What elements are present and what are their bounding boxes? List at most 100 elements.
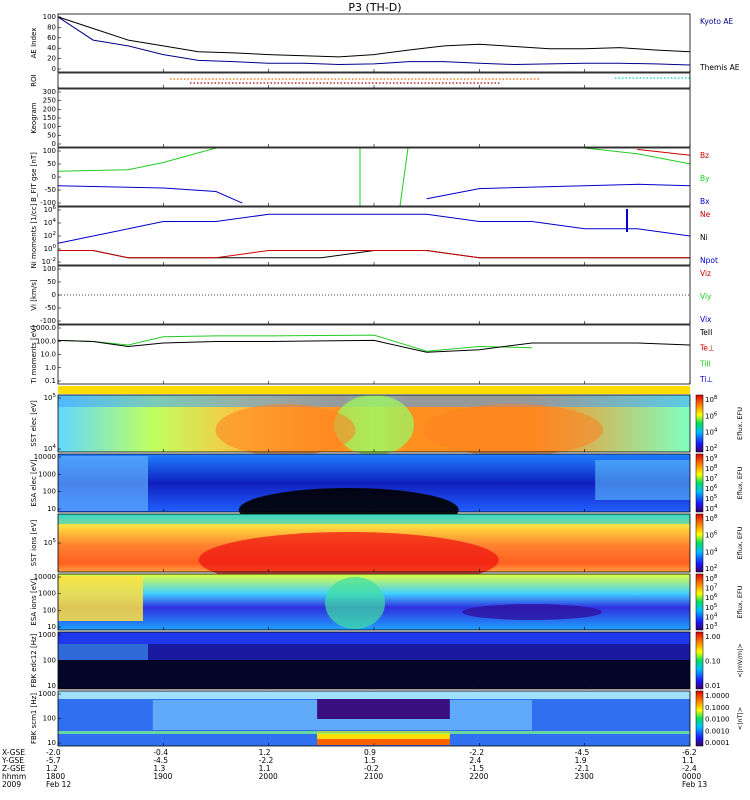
panel-tick-bfit: -50 <box>45 186 56 194</box>
spectrogram-layer <box>58 386 690 746</box>
panel-frame-ni <box>57 206 691 266</box>
x-col-value: -4.5 <box>153 756 168 765</box>
sst-elec-orange-left <box>215 404 356 456</box>
panel-tick-ae: 0 <box>52 65 56 73</box>
x-row-label: 2009 <box>2 780 21 789</box>
series-ni <box>58 250 690 259</box>
colorbar-cb_sst_e <box>695 394 704 453</box>
panel-tick-ti: 10.0 <box>40 351 56 359</box>
colorbar-tick: 106 <box>705 593 718 602</box>
colorbar-tick: 106 <box>705 411 718 420</box>
legend-ni-1: Ni <box>700 233 708 242</box>
esa-elec-late-cyan <box>595 460 690 500</box>
panel-tick-ae: 20 <box>47 55 56 63</box>
x-col-value: 2000 <box>259 772 278 781</box>
panel-tick-esa_e: 10 <box>47 505 56 513</box>
fbk-elec-black-low <box>58 660 690 689</box>
fbk-mag-green-line <box>58 731 690 734</box>
legend-ti-2: TiII <box>699 359 711 368</box>
panel-tick-sst_e: 105 <box>44 393 57 402</box>
colorbar-label-cb_fbk_e: <|mV/m|> <box>736 643 744 678</box>
x-row-label: Z-GSE <box>2 764 26 773</box>
fbk-elec-top-band <box>58 632 690 644</box>
panel-ylabel-esa_e: ESA elec [eV] <box>30 459 38 506</box>
series-bx <box>57 183 691 204</box>
legend-vi-0: Viz <box>700 269 711 278</box>
colorbar-tick: 102 <box>705 444 717 453</box>
sst-ions-top-band <box>58 514 690 524</box>
fbk-elec-early-band <box>58 644 148 660</box>
panel-tick-ni: 104 <box>44 218 57 227</box>
colorbar-label-cb_sst_i: Eflux, EFU <box>736 526 744 559</box>
panel-ylabel-fbk_e: FBK edc12 [Hz] <box>30 633 38 687</box>
x-col-value: -5.7 <box>46 756 61 765</box>
panel-ylabel-fbk_b: FBK scm1 [Hz] <box>30 693 38 744</box>
colorbar-tick: 108 <box>705 514 718 523</box>
panel-tick-keogram: 50 <box>47 131 56 139</box>
x-col-value: 1.3 <box>153 764 165 773</box>
panel-tick-ti: 0.1 <box>45 377 56 385</box>
panel-tick-esa_i: 10 <box>47 623 56 631</box>
panel-tick-fbk_b: 1000 <box>38 690 56 698</box>
x-row-label: hhmm <box>2 772 26 781</box>
panel-ylabel-esa_i: ESA ions [eV] <box>30 578 38 625</box>
colorbar-tick: 1.00 <box>705 633 721 641</box>
colorbar-tick: 108 <box>705 395 718 404</box>
panel-tick-ti: 1000.0 <box>32 324 57 332</box>
colorbar-cb_fbk_b <box>695 690 704 747</box>
panel-tick-ae: 40 <box>47 44 56 52</box>
legend-bfit-2: Bx <box>700 197 710 206</box>
x-col-value: 2300 <box>575 772 594 781</box>
panel-frame-ti <box>57 324 691 385</box>
panel-tick-bfit: 100 <box>43 147 56 155</box>
panel-ylabel-ti: Ti moments [eV] <box>30 325 38 384</box>
panel-tick-bfit: 0 <box>52 173 56 181</box>
colorbar-tick: 0.10 <box>705 658 721 666</box>
fbk-mag-yellow-burst <box>317 733 450 739</box>
fbk-mag-purple-burst <box>317 699 450 719</box>
colorbar-tick: 0.0100 <box>705 716 730 724</box>
colorbar-label-cb_esa_i: Eflux, EFU <box>736 585 744 618</box>
x-col-value: 1.2 <box>46 764 58 773</box>
x-row-label: X-GSE <box>2 748 25 757</box>
panel-tick-keogram: 200 <box>43 105 56 113</box>
series-by-vertical-2 <box>399 147 409 207</box>
x-col-value: 2100 <box>364 772 383 781</box>
x-col-value: 1.9 <box>575 756 587 765</box>
colorbar-tick: 104 <box>705 504 718 513</box>
x-col-value: -6.2 <box>682 748 697 757</box>
x-col-value: 1900 <box>153 772 172 781</box>
x-col-value: -0.2 <box>364 764 379 773</box>
panel-tick-ni: 100 <box>44 244 57 253</box>
series-tiii <box>57 334 533 352</box>
sst-elec-orange-right <box>423 404 604 456</box>
panel-tick-vi: -100 <box>40 317 56 325</box>
colorbar-tick: 105 <box>705 603 718 612</box>
frame-layer <box>57 13 704 747</box>
panel-tick-ni: 10-2 <box>42 257 56 266</box>
panel-tick-fbk_b: 10 <box>47 739 56 747</box>
panel-tick-esa_i: 100 <box>43 606 56 614</box>
colorbar-cb_esa_i <box>695 573 704 631</box>
panel-tick-sst_i: 105 <box>44 538 57 547</box>
colorbar-tick: 104 <box>705 428 718 437</box>
series-by <box>57 147 691 172</box>
panel-tick-esa_i: 1000 <box>38 590 56 598</box>
x-col-value: -2.1 <box>575 764 590 773</box>
colorbar-tick: 0.01 <box>705 682 721 690</box>
x-col-value: 2200 <box>469 772 488 781</box>
panel-ylabel-bfit: B_FIT gse [nT] <box>30 152 38 202</box>
panel-tick-bfit: 50 <box>47 160 56 168</box>
colorbar-cb_sst_i <box>695 513 704 573</box>
colorbar-label-cb_esa_e: Eflux, EFU <box>736 466 744 499</box>
colorbar-tick: 0.0010 <box>705 727 730 735</box>
colorbar-cb_fbk_e <box>695 631 704 690</box>
colorbar-tick: 0.1000 <box>705 704 730 712</box>
x-col-value: 1800 <box>46 772 65 781</box>
sst-elec-green-center <box>334 395 414 455</box>
colorbar-tick: 108 <box>705 464 718 473</box>
esa-ions-center-green <box>325 577 386 629</box>
panel-tick-esa_i: 10000 <box>34 573 56 581</box>
legend-bfit-0: Bz <box>700 151 709 160</box>
